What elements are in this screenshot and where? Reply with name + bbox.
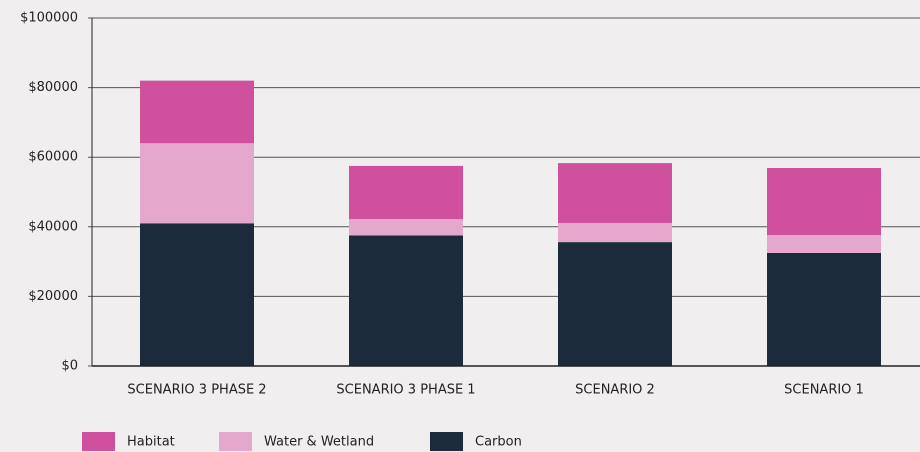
- y-tick-label: $0: [61, 359, 78, 374]
- x-tick-label: SCENARIO 2: [575, 383, 655, 398]
- x-tick-label: SCENARIO 3 PHASE 1: [336, 383, 475, 398]
- bar-segment: [767, 167, 881, 236]
- legend-label: Carbon: [475, 435, 522, 450]
- bar-segment: [140, 223, 254, 366]
- y-tick-label: $80000: [28, 80, 78, 95]
- legend-label: Water & Wetland: [264, 435, 374, 450]
- x-tick-label: SCENARIO 3 PHASE 2: [127, 383, 266, 398]
- bar-segment: [140, 143, 254, 224]
- legend-label: Habitat: [127, 435, 175, 450]
- bar-segment: [767, 235, 881, 253]
- bar-segment: [349, 165, 463, 220]
- bar-segment: [767, 252, 881, 366]
- bar-segment: [140, 80, 254, 144]
- bar-segment: [558, 222, 672, 243]
- bar-segment: [558, 242, 672, 366]
- legend-swatch: [430, 432, 463, 451]
- y-tick-label: $60000: [28, 150, 78, 165]
- bar-segment: [349, 219, 463, 236]
- bar-segment: [349, 235, 463, 366]
- x-tick-label: SCENARIO 1: [784, 383, 864, 398]
- legend-swatch: [219, 432, 252, 451]
- bar-segment: [558, 163, 672, 223]
- y-tick-label: $40000: [28, 219, 78, 234]
- y-tick-label: $100000: [20, 11, 78, 26]
- legend-swatch: [82, 432, 115, 451]
- y-tick-label: $20000: [28, 289, 78, 304]
